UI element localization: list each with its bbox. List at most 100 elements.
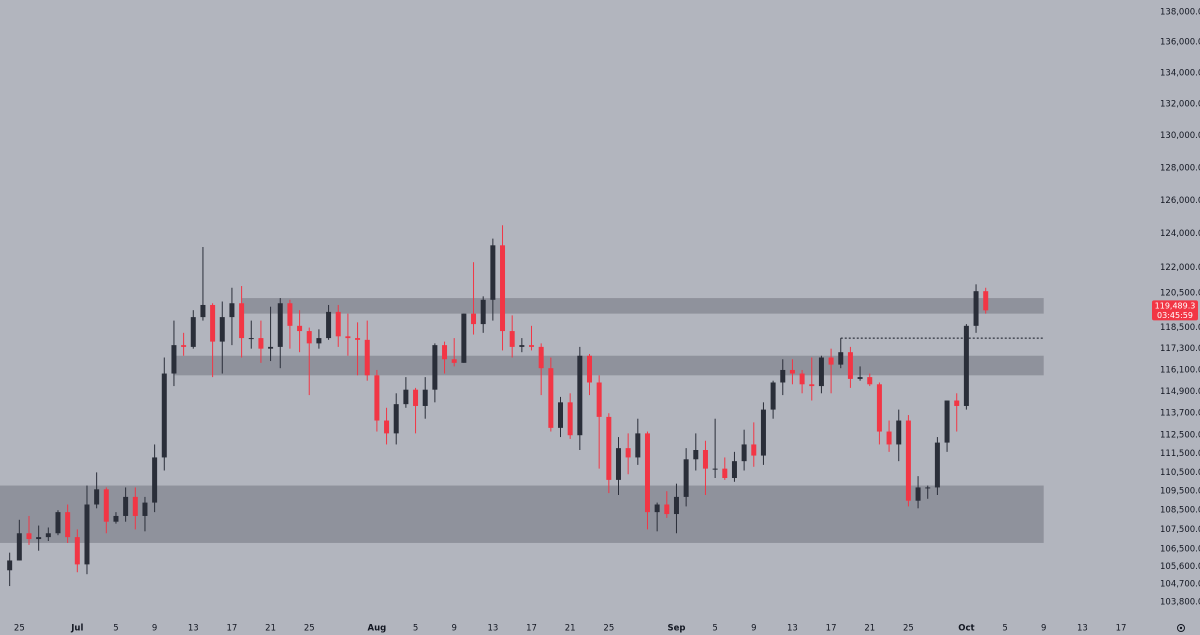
settings-ring [1177,624,1185,632]
x-tick-label: 13 [487,624,498,634]
candle-body [26,533,32,540]
y-tick-label: 112,500.0 [1160,431,1200,441]
x-tick-label: 21 [565,624,576,634]
candle-body [94,489,100,505]
candle-body [451,359,457,363]
y-tick-label: 126,000.0 [1160,196,1200,206]
candle-body [200,304,206,318]
candle-body [886,431,892,445]
candle-body [586,355,592,383]
x-tick-label: 17 [526,624,537,634]
price-label-box [1152,300,1198,321]
candle-body [84,504,90,565]
x-tick-label: 9 [1041,624,1046,634]
candle-body [316,338,322,344]
candle-body [509,331,515,347]
zone [173,355,1044,376]
x-tick-label: 13 [787,624,798,634]
y-tick-label: 104,700.0 [1160,580,1200,590]
candle-body [142,502,148,516]
x-tick-label: 17 [1116,624,1127,634]
candle-body [809,384,815,387]
candle-body [828,357,834,365]
candle-body [799,373,805,385]
candle-body [548,368,554,428]
candle-body [760,409,766,456]
candle-body [702,450,708,469]
candle-body [644,433,650,513]
candle-body [847,352,853,379]
candle-body [74,537,80,565]
y-tick-label: 105,600.0 [1160,562,1200,572]
x-tick-label: 5 [113,624,118,634]
x-tick-label: 25 [603,624,614,634]
candle-body [181,345,187,347]
x-tick-label: Oct [958,624,974,634]
candle-body [16,533,22,561]
candle-body [577,355,583,436]
candle-body [867,377,873,385]
candle-body [161,373,167,458]
candle-body [770,382,776,410]
zone [0,485,1044,543]
y-tick-label: 118,500.0 [1160,323,1200,333]
candle-body [345,336,351,339]
x-tick-label: 9 [751,624,756,634]
candle-body [654,504,660,513]
candle-body [606,416,612,480]
y-tick-label: 124,000.0 [1160,229,1200,239]
candle-body [818,357,824,387]
candle-body [480,299,486,325]
x-tick-label: 25 [903,624,914,634]
countdown: 03:45:59 [1157,311,1193,320]
candle-body [538,346,544,369]
candle-body [335,311,341,337]
candle-body [103,489,109,522]
y-tick-label: 138,000.0 [1160,7,1200,17]
x-tick-label: 17 [826,624,837,634]
candle-body [712,468,718,470]
y-tick-label: 110,500.0 [1160,468,1200,478]
candle-body [925,487,931,489]
candle-body [963,325,969,406]
candle-body [210,304,216,342]
candle-body [413,389,419,406]
candle-body [673,496,679,515]
x-tick-label: 5 [1002,624,1007,634]
candle-body [374,375,380,421]
candle-body [664,504,670,515]
x-tick-label: Jul [70,624,83,634]
candle-body [7,560,13,571]
candle-body [558,402,564,428]
y-tick-label: 111,500.0 [1160,449,1200,459]
candle-body [268,346,274,349]
y-tick-label: 130,000.0 [1160,131,1200,141]
y-tick-label: 116,100.0 [1160,365,1200,375]
candle-body [567,402,573,436]
x-tick-label: 9 [152,624,157,634]
y-tick-label: 136,000.0 [1160,38,1200,48]
x-tick-label: 25 [14,624,25,634]
x-tick-label: 21 [864,624,875,634]
candle-body [876,384,882,432]
x-tick-label: 17 [227,624,238,634]
candle-body [635,433,641,458]
candle-body [683,459,689,497]
candle-body [944,400,950,443]
candle-body [190,317,196,347]
y-tick-label: 122,000.0 [1160,263,1200,273]
y-tick-label: 113,700.0 [1160,409,1200,419]
y-tick-label: 103,800.0 [1160,597,1200,607]
settings-icon[interactable] [1177,624,1185,632]
candle-body [615,448,621,480]
candle-body [45,533,51,538]
candle-body [219,317,225,342]
candle-body [741,444,747,462]
candle-body [287,303,293,326]
price-label: 119,489.3 [1155,301,1196,310]
candles [7,225,989,587]
candle-body [229,303,235,318]
candle-body [731,461,737,479]
